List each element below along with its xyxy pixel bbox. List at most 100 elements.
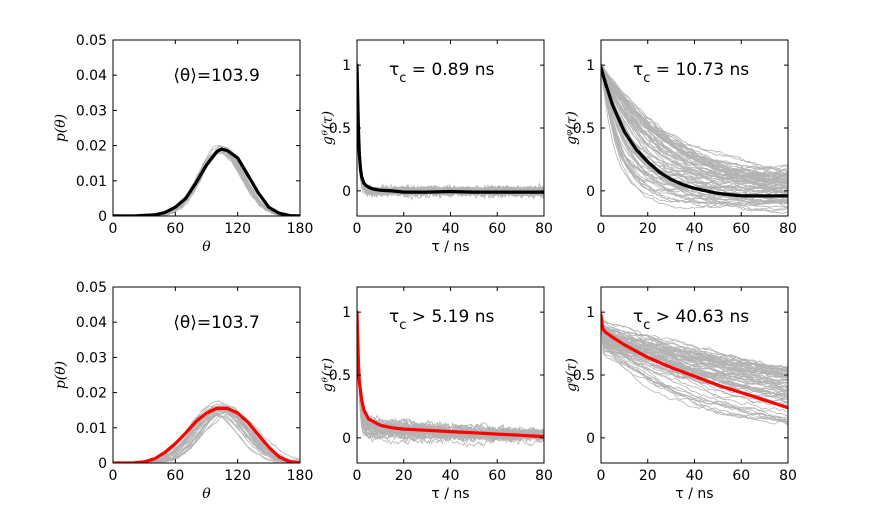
gray-trace	[601, 313, 788, 371]
gray-trace	[601, 63, 788, 172]
x-tick-label: 20	[395, 468, 413, 484]
y-tick-label: 0	[342, 184, 351, 200]
gray-trace	[601, 64, 788, 189]
gray-trace	[357, 62, 544, 198]
gray-trace	[357, 64, 544, 198]
y-tick-label: 0.02	[76, 386, 107, 402]
x-axis-label: θ	[202, 486, 211, 502]
gray-trace	[601, 312, 788, 417]
x-tick-label: 80	[535, 468, 553, 484]
gray-trace	[357, 67, 544, 197]
y-tick-label: 0.04	[76, 315, 107, 331]
x-tick-label: 40	[442, 468, 460, 484]
gray-trace	[601, 63, 788, 207]
gray-trace	[601, 64, 788, 195]
gray-trace	[357, 309, 544, 438]
mean-angle-annotation: ⟨θ⟩=103.9	[173, 66, 260, 86]
gray-trace	[357, 65, 544, 198]
y-tick-label: 0.5	[329, 121, 351, 137]
gray-trace	[357, 63, 544, 197]
x-tick-label: 80	[779, 221, 797, 237]
x-tick-label: 0	[597, 221, 606, 237]
x-tick-label: 80	[535, 221, 553, 237]
gray-trace	[357, 63, 544, 198]
x-tick-label: 180	[287, 221, 314, 237]
panel-p2: 0 20 40 60 80 0 0.5 1 τ / ns gᶿ(τ) τc = 0.89 ns	[320, 39, 553, 255]
gray-trace	[357, 313, 544, 439]
gray-trace	[357, 65, 544, 199]
correlation-time-annotation: τc = 0.89 ns	[389, 60, 494, 86]
gray-traces	[113, 145, 300, 216]
tau-value: > 40.63 ns	[650, 307, 749, 327]
x-tick-label: 120	[224, 468, 251, 484]
gray-trace	[601, 311, 788, 379]
gray-trace	[357, 66, 544, 199]
gray-trace	[357, 311, 544, 440]
panel-p3: 0 20 40 60 80 0 0.5 1 τ / ns gᵠ(τ) τc = 10.73 ns	[564, 39, 797, 255]
gray-trace	[357, 62, 544, 198]
gray-trace	[357, 64, 544, 196]
y-tick-label: 0	[342, 431, 351, 447]
tau-symbol: τ	[389, 307, 399, 327]
x-tick-label: 60	[732, 221, 750, 237]
gray-trace	[357, 313, 544, 439]
gray-trace	[357, 68, 544, 197]
gray-trace	[113, 150, 300, 216]
gray-trace	[113, 413, 300, 463]
y-tick-label: 1	[342, 305, 351, 321]
y-tick-label: 0.03	[76, 103, 107, 119]
x-axis-label: τ / ns	[675, 486, 713, 502]
gray-trace	[357, 62, 544, 197]
x-tick-label: 0	[109, 221, 118, 237]
x-tick-label: 0	[353, 468, 362, 484]
x-axis-label: θ	[202, 239, 211, 255]
gray-trace	[601, 313, 788, 375]
gray-trace	[357, 66, 544, 197]
y-tick-label: 0.5	[573, 121, 595, 137]
y-tick-label: 0.01	[76, 421, 107, 437]
gray-trace	[357, 64, 544, 200]
gray-trace	[357, 65, 544, 199]
y-axis-label: gᶿ(τ)	[320, 358, 336, 392]
gray-trace	[357, 64, 544, 197]
panel-p5: 0 20 40 60 80 0 0.5 1 τ / ns gᶿ(τ) τc > 5.19 ns	[320, 286, 553, 502]
gray-trace	[601, 64, 788, 171]
series-line-mean	[357, 310, 544, 439]
y-tick-label: 1	[586, 305, 595, 321]
gray-trace	[357, 312, 544, 435]
correlation-time-annotation: τc > 40.63 ns	[633, 307, 749, 333]
gray-trace	[601, 63, 788, 214]
gray-trace	[357, 65, 544, 200]
y-axis-label: gᵠ(τ)	[564, 111, 580, 145]
gray-trace	[357, 313, 544, 439]
gray-trace	[357, 311, 544, 440]
gray-trace	[357, 312, 544, 438]
panel-p1: 0 60 120 180 0 0.01 0.02 0.03 0.04 0.05 θ p(θ) ⟨θ⟩=1…	[53, 33, 313, 255]
x-tick-label: 20	[395, 221, 413, 237]
y-tick-label: 0.02	[76, 139, 107, 155]
x-axis-label: τ / ns	[431, 239, 469, 255]
series-line-mean	[601, 313, 788, 410]
gray-trace	[601, 65, 788, 206]
tau-subscript: c	[643, 71, 650, 86]
gray-trace	[601, 63, 788, 185]
gray-trace	[601, 312, 788, 399]
gray-trace	[601, 312, 788, 389]
gray-trace	[357, 312, 544, 441]
x-tick-label: 0	[597, 468, 606, 484]
gray-trace	[357, 314, 544, 442]
x-tick-label: 120	[224, 221, 251, 237]
gray-trace	[357, 312, 544, 438]
gray-traces	[357, 62, 544, 201]
gray-trace	[357, 312, 544, 438]
y-tick-label: 0.04	[76, 68, 107, 84]
x-tick-label: 60	[732, 468, 750, 484]
gray-trace	[357, 311, 544, 439]
gray-traces	[601, 310, 788, 426]
gray-trace	[601, 66, 788, 184]
gray-trace	[357, 62, 544, 197]
y-axis-label: p(θ)	[53, 361, 69, 389]
y-axis-label: p(θ)	[53, 114, 69, 142]
x-tick-label: 40	[686, 221, 704, 237]
